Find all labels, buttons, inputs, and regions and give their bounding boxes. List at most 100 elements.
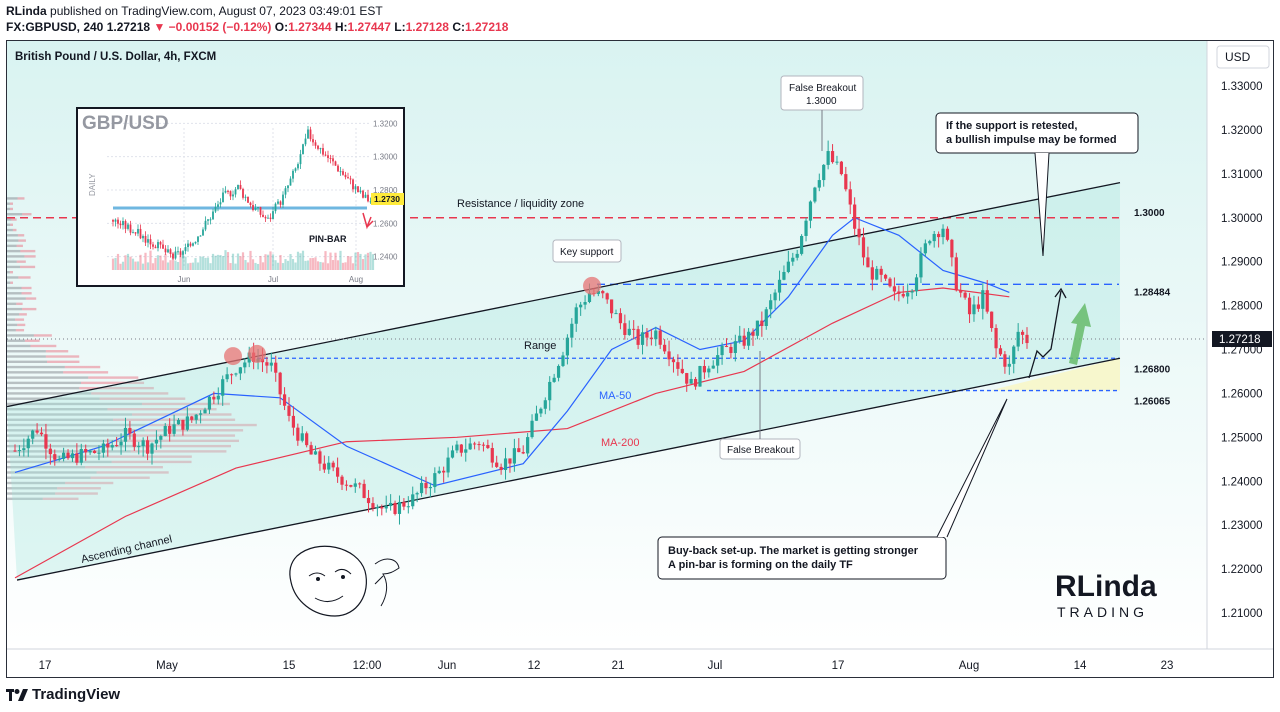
inset-candle-body <box>160 242 162 244</box>
candle-body <box>172 424 175 434</box>
profile-bar <box>7 271 10 273</box>
symbol-label[interactable]: FX:GBPUSD, 240 <box>6 20 103 34</box>
inset-candle-body <box>182 251 184 255</box>
candle-body <box>610 299 613 313</box>
candle-body <box>106 444 109 448</box>
candle-body <box>58 459 61 460</box>
candle-body <box>217 396 220 400</box>
inset-volume-bar <box>294 263 296 270</box>
candle-body <box>345 485 348 486</box>
candle-body <box>791 258 794 262</box>
inset-volume-bar <box>267 255 269 270</box>
inset-volume-bar <box>112 259 114 270</box>
high-label: H: <box>335 20 348 34</box>
inset-candle-body <box>292 171 294 179</box>
candle-body <box>111 445 114 447</box>
inset-volume-bar <box>369 252 371 270</box>
inset-candle-body <box>180 251 182 254</box>
candle-body <box>994 328 997 348</box>
candle-body <box>875 269 878 280</box>
published-text: published on TradingView.com, August 07,… <box>50 4 383 18</box>
y-tick-label: 1.22000 <box>1221 564 1263 576</box>
currency-label[interactable]: USD <box>1225 50 1251 64</box>
inset-candle-body <box>157 242 159 248</box>
candle-body <box>835 162 838 163</box>
inset-candle-body <box>207 219 209 220</box>
inset-candle-body <box>275 204 277 211</box>
candle-body <box>884 275 887 279</box>
candle-body <box>911 291 914 292</box>
inset-price-tag-label: 1.2730 <box>374 194 400 204</box>
inset-volume-bar <box>237 254 239 270</box>
tradingview-footer[interactable]: TradingView <box>6 686 120 703</box>
candle-body <box>301 433 304 440</box>
candle-body <box>119 442 122 446</box>
inset-volume-bar <box>129 257 131 270</box>
key-support-marker <box>583 277 601 295</box>
y-tick-label: 1.21000 <box>1221 608 1263 620</box>
candle-body <box>906 293 909 297</box>
profile-bar <box>7 276 18 278</box>
inset-candle-body <box>197 236 199 241</box>
candle-body <box>318 451 321 463</box>
profile-bar <box>30 345 56 347</box>
inset-candle-body <box>265 217 267 218</box>
candle-body <box>933 234 936 241</box>
candle-body <box>862 237 865 257</box>
candle-body <box>239 367 242 373</box>
candle-body <box>539 409 542 414</box>
candle-body <box>446 458 449 473</box>
inset-volume-bar <box>314 257 316 270</box>
inset-candle-body <box>125 221 127 229</box>
author-name[interactable]: RLinda <box>6 4 47 18</box>
inset-volume-bar <box>124 255 126 270</box>
inset-candle-body <box>135 232 137 233</box>
inset-volume-bar <box>159 256 161 270</box>
price-axis[interactable]: 1.33000 1.32000 1.31000 1.30000 1.29000 1.280… <box>1221 81 1263 620</box>
inset-candle-body <box>307 129 309 138</box>
candle-body <box>672 359 675 362</box>
candle-body <box>371 503 374 508</box>
inset-candle-body <box>167 249 169 252</box>
inset-volume-bar <box>322 262 324 270</box>
candle-body <box>380 507 383 508</box>
inset-volume-bar <box>167 262 169 270</box>
inset-volume-bar <box>119 264 121 270</box>
candle-body <box>385 506 388 508</box>
profile-bar <box>22 292 32 294</box>
inset-volume-bar <box>347 256 349 270</box>
inset-candle-body <box>152 244 154 246</box>
candle-body <box>968 298 971 315</box>
inset-volume-bar <box>164 254 166 270</box>
candle-body <box>314 451 317 454</box>
inset-candle-body <box>165 249 167 253</box>
profile-bar <box>47 361 79 363</box>
inset-volume-bar <box>187 263 189 270</box>
profile-bar <box>7 382 81 384</box>
inset-candle-body <box>320 148 322 149</box>
candle-body <box>557 366 560 378</box>
candle-body <box>137 446 140 447</box>
inset-volume-bar <box>197 262 199 270</box>
candle-body <box>150 444 153 454</box>
candle-body <box>756 321 759 336</box>
time-axis[interactable]: 17 May 15 12:00 Jun 12 21 Jul 17 Aug 14 23 <box>39 660 1174 672</box>
inset-candle-body <box>342 171 344 175</box>
candle-body <box>760 321 763 326</box>
inset-volume-bar <box>122 262 124 270</box>
candle-body <box>769 300 772 309</box>
inset-candle-body <box>122 221 124 225</box>
candle-body <box>71 453 74 458</box>
y-tick-label: 1.29000 <box>1221 257 1263 269</box>
inset-candle-body <box>330 158 332 159</box>
inset-candle-body <box>237 185 239 189</box>
candle-body <box>738 336 741 341</box>
price-chart[interactable]: 1.3000 1.28484 1.26800 1.26065 1.33000 1.320… <box>7 41 1274 678</box>
inset-candle-body <box>242 189 244 198</box>
inset-volume-bar <box>199 257 201 270</box>
candle-body <box>972 304 975 314</box>
profile-bar <box>22 213 31 215</box>
x-tick-label: 14 <box>1074 660 1087 672</box>
inset-volume-bar <box>204 258 206 270</box>
chart-frame[interactable]: 1.3000 1.28484 1.26800 1.26065 1.33000 1.320… <box>6 40 1274 678</box>
